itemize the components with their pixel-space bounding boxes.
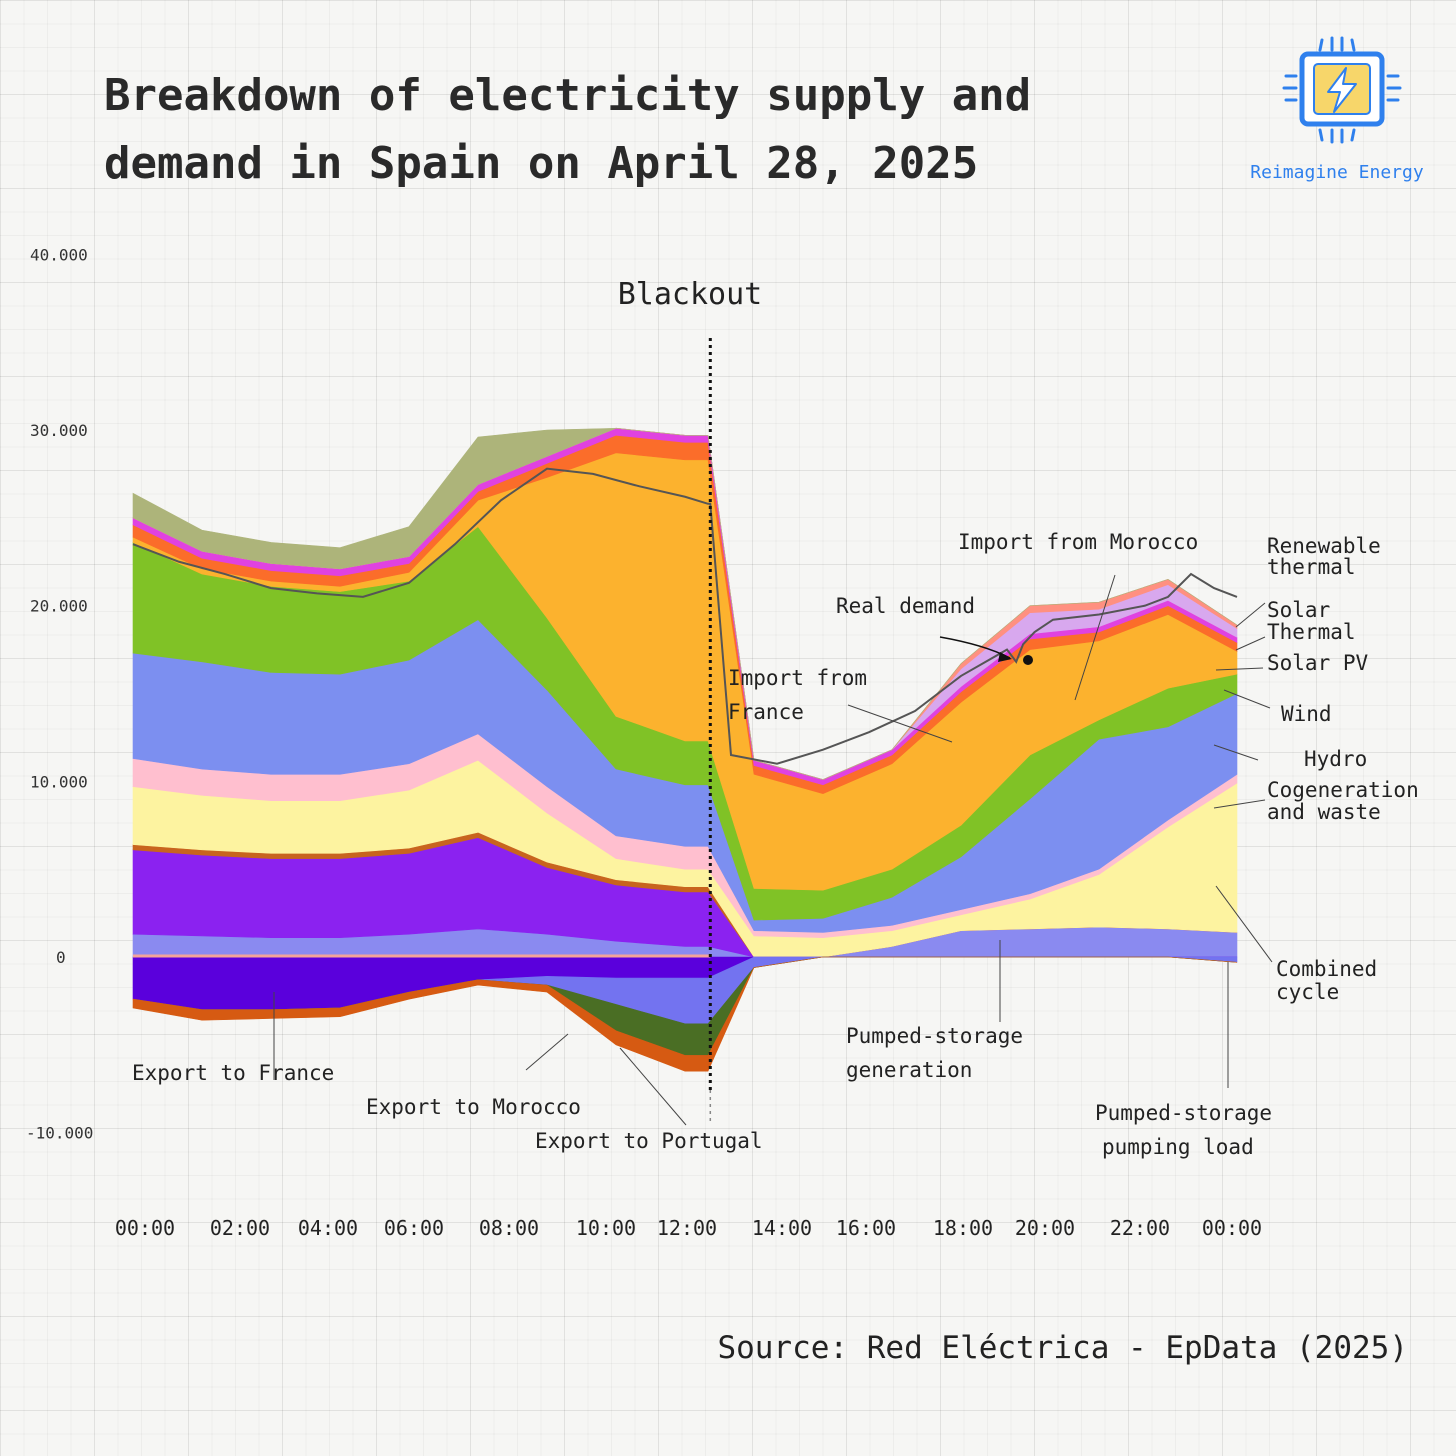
import-france-leader — [847, 704, 953, 743]
y-tick-label: 0 — [56, 948, 66, 967]
chart-areas — [132, 427, 1238, 1072]
x-axis-ticks: 00:00 02:00 04:00 06:00 08:00 10:00 12:00 14:00… — [115, 1216, 1262, 1240]
area-export-to-morocco — [132, 956, 1238, 1072]
label-hydro: Hydro — [1304, 747, 1367, 771]
export-morocco-leader — [525, 1033, 569, 1071]
renewable-thermal-leader — [1235, 602, 1266, 628]
x-tick-label: 12:00 — [657, 1216, 717, 1240]
x-tick-label: 02:00 — [210, 1216, 270, 1240]
cogeneration-leader — [1213, 799, 1266, 809]
area-other — [132, 427, 1238, 780]
solar-pv-leader — [1215, 667, 1264, 671]
label-combined-cycle-2: cycle — [1276, 980, 1339, 1004]
label-pumped-load-1: Pumped-storage — [1095, 1101, 1272, 1125]
y-axis-ticks: 40.000 30.000 20.000 10.000 0 -10.000 — [26, 245, 93, 1142]
x-tick-label: 00:00 — [1202, 1216, 1262, 1240]
label-wind: Wind — [1281, 702, 1332, 726]
label-pumped-generation-2: generation — [846, 1058, 972, 1082]
hydro-leader — [1213, 744, 1259, 761]
blackout-label: Blackout — [618, 277, 763, 312]
title-line-2: demand in Spain on April 28, 2025 — [104, 138, 979, 189]
brand-logo: Reimagine Energy — [1232, 34, 1442, 194]
y-tick-label: 20.000 — [30, 597, 88, 616]
label-real-demand: Real demand — [836, 594, 975, 618]
x-tick-label: 08:00 — [479, 1216, 539, 1240]
y-tick-label: 10.000 — [30, 772, 88, 791]
x-tick-label: 22:00 — [1110, 1216, 1170, 1240]
label-export-france: Export to France — [132, 1061, 334, 1085]
label-solar-pv: Solar PV — [1267, 651, 1369, 675]
title-line-1: Breakdown of electricity supply and — [104, 70, 1032, 121]
source-note: Source: Red Eléctrica - EpData (2025) — [717, 1330, 1408, 1366]
label-cogeneration-1: Cogeneration — [1267, 778, 1419, 802]
x-tick-label: 14:00 — [752, 1216, 812, 1240]
lightning-chip-icon — [1282, 36, 1402, 144]
label-combined-cycle-1: Combined — [1276, 957, 1377, 981]
chart-title: Breakdown of electricity supply and dema… — [104, 62, 1204, 198]
real-demand-line — [132, 467, 1238, 765]
arrow-head-icon — [998, 652, 1012, 662]
x-tick-label: 00:00 — [115, 1216, 175, 1240]
combined-cycle-leader — [1215, 885, 1273, 963]
label-solar-thermal-1: Solar — [1267, 598, 1330, 622]
annotations — [273, 574, 1273, 1126]
export-portugal-leader — [619, 1047, 687, 1126]
y-tick-label: -10.000 — [26, 1124, 93, 1143]
x-tick-label: 04:00 — [298, 1216, 358, 1240]
label-export-morocco: Export to Morocco — [366, 1095, 581, 1119]
x-tick-label: 06:00 — [384, 1216, 444, 1240]
y-tick-label: 30.000 — [30, 421, 88, 440]
demand-point-marker — [1023, 655, 1033, 665]
x-tick-label: 18:00 — [933, 1216, 993, 1240]
solar-thermal-leader — [1235, 636, 1266, 651]
label-import-france-1: Import from — [728, 666, 867, 690]
annotation-labels: Import from Morocco Renewable thermal Re… — [132, 530, 1419, 1159]
logo-text: Reimagine Energy — [1250, 162, 1424, 183]
x-tick-label: 16:00 — [836, 1216, 896, 1240]
x-tick-label: 10:00 — [576, 1216, 636, 1240]
label-renewable-thermal-1: Renewable — [1267, 534, 1381, 558]
label-import-france-2: France — [728, 700, 804, 724]
blackout-group: Blackout — [618, 277, 763, 1122]
label-import-morocco: Import from Morocco — [958, 530, 1198, 554]
label-cogeneration-2: and waste — [1267, 800, 1381, 824]
label-export-portugal: Export to Portugal — [535, 1129, 763, 1153]
label-renewable-thermal-2: thermal — [1267, 555, 1356, 579]
demand-line-group — [132, 467, 1238, 765]
x-tick-label: 20:00 — [1015, 1216, 1075, 1240]
label-solar-thermal-2: Thermal — [1267, 620, 1356, 644]
wind-leader — [1223, 689, 1271, 709]
y-tick-label: 40.000 — [30, 245, 88, 264]
label-pumped-generation-1: Pumped-storage — [846, 1024, 1023, 1048]
label-pumped-load-2: pumping load — [1102, 1135, 1254, 1159]
import-morocco-leader — [1074, 574, 1116, 701]
